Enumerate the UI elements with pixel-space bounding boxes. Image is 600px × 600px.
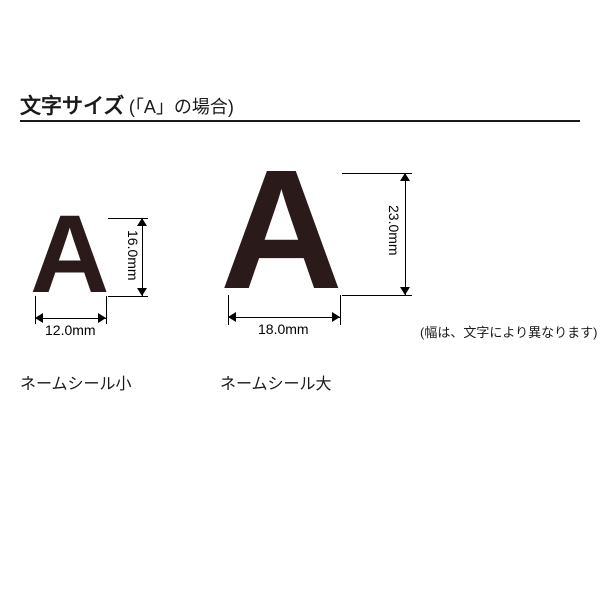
dim-height-label-small: 16.0mm (125, 230, 141, 281)
letter-a-large: A (220, 145, 343, 315)
dim-height-large (405, 173, 406, 295)
dim-height-small (142, 218, 143, 296)
dim-height-label-large: 23.0mm (386, 205, 402, 256)
diagram-header: 文字サイズ (「A」の場合) (20, 90, 580, 120)
caption-small: ネームシール小 (20, 370, 132, 394)
diagram-subtitle: (「A」の場合) (129, 97, 234, 117)
footnote: (幅は、文字により異なります) (420, 322, 597, 341)
diagram-area: A 16.0mm 12.0mm ネームシール小 A 23.0mm 18.0mm … (0, 140, 600, 420)
dim-width-label-large: 18.0mm (258, 321, 309, 337)
letter-a-small: A (30, 200, 109, 310)
ext-line (340, 295, 341, 325)
dim-width-label-small: 12.0mm (45, 322, 96, 338)
ext-line (342, 295, 412, 296)
diagram-title: 文字サイズ (20, 95, 124, 118)
ext-line (106, 296, 107, 324)
header-underline (20, 120, 580, 122)
spec-large: A 23.0mm 18.0mm (220, 145, 343, 315)
dim-width-small (35, 318, 106, 319)
spec-small: A 16.0mm 12.0mm (30, 200, 109, 310)
ext-line (108, 296, 148, 297)
dim-width-large (228, 317, 340, 318)
caption-large: ネームシール大 (220, 370, 332, 394)
